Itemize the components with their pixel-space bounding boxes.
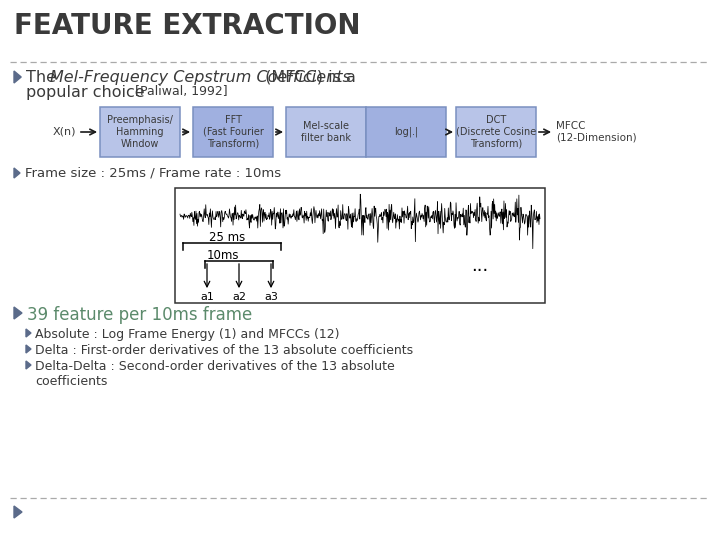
Polygon shape: [14, 307, 22, 319]
Text: a3: a3: [264, 292, 278, 302]
FancyBboxPatch shape: [456, 107, 536, 157]
Text: popular choice: popular choice: [26, 85, 145, 100]
FancyBboxPatch shape: [286, 107, 366, 157]
FancyBboxPatch shape: [366, 107, 446, 157]
Text: DCT
(Discrete Cosine
Transform): DCT (Discrete Cosine Transform): [456, 116, 536, 148]
Text: 25 ms: 25 ms: [209, 231, 245, 244]
Text: Delta-Delta : Second-order derivatives of the 13 absolute
coefficients: Delta-Delta : Second-order derivatives o…: [35, 360, 395, 388]
Text: 10ms: 10ms: [207, 249, 240, 262]
Text: a2: a2: [232, 292, 246, 302]
Text: [Paliwal, 1992]: [Paliwal, 1992]: [131, 85, 228, 98]
FancyBboxPatch shape: [175, 188, 545, 303]
Polygon shape: [26, 361, 31, 369]
FancyBboxPatch shape: [193, 107, 273, 157]
Text: ...: ...: [472, 257, 489, 275]
Polygon shape: [14, 71, 21, 83]
Text: Absolute : Log Frame Energy (1) and MFCCs (12): Absolute : Log Frame Energy (1) and MFCC…: [35, 328, 340, 341]
Text: 39 feature per 10ms frame: 39 feature per 10ms frame: [27, 306, 252, 324]
Text: log|.|: log|.|: [394, 127, 418, 137]
Text: X(n): X(n): [53, 127, 76, 137]
Text: a1: a1: [200, 292, 214, 302]
Text: MFCC
(12-Dimension): MFCC (12-Dimension): [556, 121, 636, 143]
Text: Mel-Frequency Cepstrum Coefficients: Mel-Frequency Cepstrum Coefficients: [50, 70, 351, 85]
Polygon shape: [14, 506, 22, 518]
Text: FFT
(Fast Fourier
Transform): FFT (Fast Fourier Transform): [202, 116, 264, 148]
Text: Mel-scale
filter bank: Mel-scale filter bank: [301, 121, 351, 143]
Text: Delta : First-order derivatives of the 13 absolute coefficients: Delta : First-order derivatives of the 1…: [35, 344, 413, 357]
Text: Frame size : 25ms / Frame rate : 10ms: Frame size : 25ms / Frame rate : 10ms: [25, 167, 281, 180]
Polygon shape: [26, 329, 31, 337]
Text: FEATURE EXTRACTION: FEATURE EXTRACTION: [14, 12, 361, 40]
FancyBboxPatch shape: [100, 107, 180, 157]
Text: (MFCC) is a: (MFCC) is a: [260, 70, 356, 85]
Text: Preemphasis/
Hamming
Window: Preemphasis/ Hamming Window: [107, 116, 173, 148]
Polygon shape: [14, 168, 20, 178]
Text: The: The: [26, 70, 61, 85]
Polygon shape: [26, 345, 31, 353]
